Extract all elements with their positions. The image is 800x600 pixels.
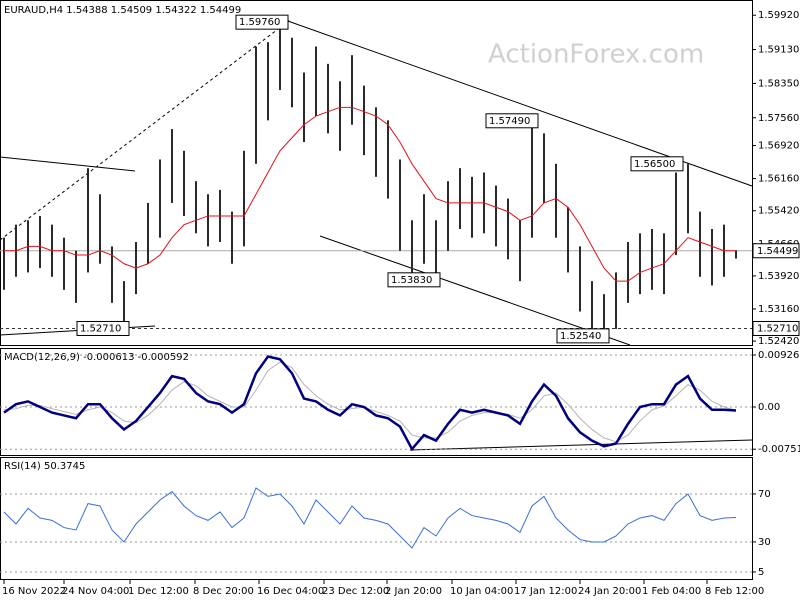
indicator-line xyxy=(3,355,737,452)
y-tick-label: 1.52420 xyxy=(758,336,799,347)
x-tick-label: 10 Jan 04:00 xyxy=(450,586,513,597)
annotation-label: 1.52540 xyxy=(560,331,601,342)
y-tick-label: 30 xyxy=(758,537,771,548)
y-tick-label: 1.58350 xyxy=(758,78,799,89)
y-tick-label: 1.53160 xyxy=(758,304,799,315)
x-tick-label: 8 Feb 12:00 xyxy=(705,586,764,597)
level-tag xyxy=(752,320,800,336)
x-tick-label: 2 Jan 20:00 xyxy=(385,586,442,597)
price-tag xyxy=(752,243,800,259)
price-title: EURAUD,H4 1.54388 1.54509 1.54322 1.5449… xyxy=(4,5,241,16)
price-tag-label: 1.54499 xyxy=(757,246,798,257)
y-tick-label: 0.00 xyxy=(758,402,780,413)
annotation-label: 1.56500 xyxy=(634,159,675,170)
annotation-label: 1.57490 xyxy=(489,116,530,127)
y-tick-label: 1.59130 xyxy=(758,45,799,56)
watermark: ActionForex.com xyxy=(488,40,704,70)
x-tick-label: 24 Nov 04:00 xyxy=(62,586,129,597)
annotation xyxy=(485,113,539,129)
annotation xyxy=(630,156,684,172)
y-tick-label: 5 xyxy=(758,567,764,578)
y-tick-label: 1.59920 xyxy=(758,10,799,21)
price-frame xyxy=(0,0,753,346)
macd-title: MACD(12,26,9) -0.000613 -0.000592 xyxy=(4,352,189,363)
x-tick-label: 16 Dec 04:00 xyxy=(257,586,324,597)
x-tick-label: 1 Dec 12:00 xyxy=(128,586,189,597)
y-tick-label: 1.57560 xyxy=(758,113,799,124)
y-tick-label: 1.56160 xyxy=(758,174,799,185)
x-tick-label: 24 Jan 20:00 xyxy=(578,586,641,597)
moving-average xyxy=(4,106,736,282)
rsi-frame xyxy=(0,457,753,580)
level-tag-label: 1.52710 xyxy=(757,323,798,334)
x-tick-label: 23 Dec 12:00 xyxy=(322,586,389,597)
trendline xyxy=(0,19,291,241)
indicator-line xyxy=(3,487,737,549)
trendline xyxy=(319,235,631,346)
y-tick-label: 1.56920 xyxy=(758,141,799,152)
annotation xyxy=(235,14,289,30)
trendline xyxy=(0,156,136,172)
x-tick-label: 16 Nov 2022 xyxy=(2,586,66,597)
annotation-label: 1.59760 xyxy=(239,17,280,28)
y-tick-label: 70 xyxy=(758,489,771,500)
annotation xyxy=(556,328,610,344)
annotation-label: 1.52710 xyxy=(80,323,121,334)
x-tick-label: 8 Dec 20:00 xyxy=(193,586,254,597)
rsi-title: RSI(14) 50.3745 xyxy=(4,461,85,472)
annotation-label: 1.53830 xyxy=(391,275,432,286)
y-tick-label: 1.53920 xyxy=(758,271,799,282)
y-tick-label: 0.009263 xyxy=(758,350,800,361)
annotation xyxy=(76,320,130,336)
frames xyxy=(0,0,753,580)
indicator-line xyxy=(3,361,737,443)
macd-frame xyxy=(0,348,753,456)
x-tick-label: 17 Jan 12:00 xyxy=(514,586,577,597)
y-tick-label: 1.55420 xyxy=(758,206,799,217)
trendline xyxy=(409,439,753,451)
annotation xyxy=(387,272,441,288)
x-tick-label: 1 Feb 04:00 xyxy=(642,586,701,597)
